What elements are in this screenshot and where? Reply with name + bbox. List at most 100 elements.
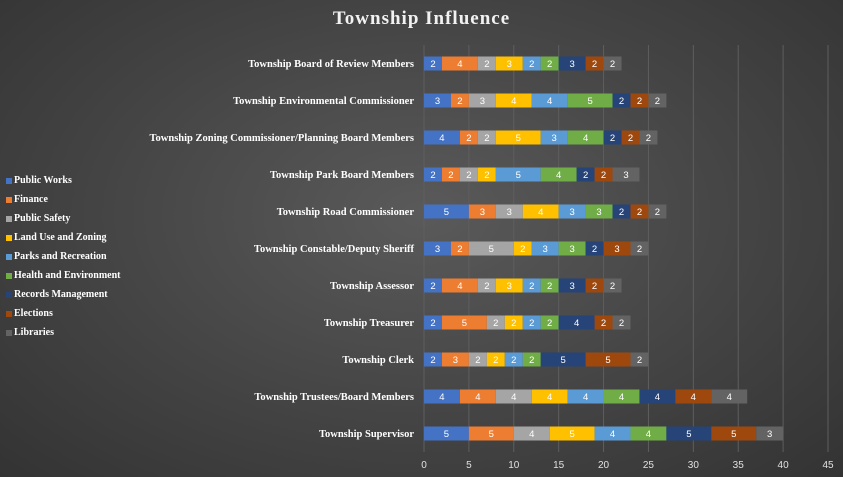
legend-label: Finance — [14, 194, 48, 205]
bar-segment — [639, 389, 676, 404]
category-label: Township Environmental Commissioner — [233, 96, 414, 107]
bar-segment — [540, 278, 559, 293]
data-label: 4 — [691, 392, 696, 403]
legend-swatch — [6, 310, 12, 317]
legend-label: Public Safety — [14, 213, 71, 224]
bar-segment — [495, 130, 541, 145]
legend-item: Public Safety — [6, 209, 121, 228]
data-label: 3 — [435, 96, 440, 107]
bar-segment — [585, 278, 604, 293]
data-label: 3 — [569, 281, 574, 292]
category-label: Township Treasurer — [324, 318, 414, 329]
data-label: 4 — [475, 392, 480, 403]
bar-segment — [603, 130, 622, 145]
data-label: 2 — [547, 318, 552, 329]
bar-segment — [486, 315, 505, 330]
data-label: 2 — [637, 96, 642, 107]
data-label: 2 — [529, 59, 534, 70]
data-label: 5 — [462, 318, 467, 329]
data-label: 5 — [444, 207, 449, 218]
data-label: 3 — [569, 244, 574, 255]
category-label: Township Supervisor — [319, 429, 414, 440]
bar-segment — [603, 56, 622, 71]
x-tick-label: 35 — [733, 460, 745, 471]
bar-segment — [531, 389, 568, 404]
data-label: 2 — [547, 281, 552, 292]
data-label: 3 — [507, 59, 512, 70]
bar-segment — [666, 426, 712, 441]
bar-segment — [468, 93, 496, 108]
bar-segment — [630, 426, 667, 441]
data-label: 2 — [466, 170, 471, 181]
bar-segment — [513, 426, 550, 441]
category-label: Township Road Commissioner — [277, 207, 415, 218]
data-label: 2 — [430, 318, 435, 329]
chart-title: Township Influence — [332, 8, 511, 29]
bar-segment — [594, 315, 613, 330]
data-label: 3 — [453, 355, 458, 366]
category-label: Township Clerk — [342, 355, 414, 366]
bar-segment — [603, 241, 631, 256]
bar-segment — [424, 426, 469, 441]
bar-segment — [495, 204, 523, 219]
bar-segment — [558, 56, 586, 71]
data-label: 2 — [511, 355, 516, 366]
bar-segment — [495, 56, 523, 71]
bar-segment — [612, 204, 631, 219]
bar-segment — [522, 352, 541, 367]
legend-label: Libraries — [14, 327, 54, 338]
data-label: 4 — [583, 133, 588, 144]
bar-segment — [424, 352, 442, 367]
data-label: 4 — [619, 392, 624, 403]
bar-segment — [630, 352, 649, 367]
data-label: 3 — [614, 244, 619, 255]
legend-label: Elections — [14, 308, 53, 319]
legend-item: Land Use and Zoning — [6, 228, 121, 247]
bar-segment — [567, 93, 613, 108]
bar-segment — [585, 56, 604, 71]
category-label: Township Zoning Commissioner/Planning Bo… — [150, 133, 415, 144]
data-label: 2 — [475, 355, 480, 366]
data-label: 5 — [489, 244, 494, 255]
x-tick-label: 45 — [822, 460, 834, 471]
bar-segment — [711, 389, 748, 404]
data-label: 2 — [655, 207, 660, 218]
data-label: 3 — [569, 59, 574, 70]
data-label: 2 — [619, 96, 624, 107]
bar-segment — [424, 167, 442, 182]
bar-segment — [424, 278, 442, 293]
legend-swatch — [6, 329, 12, 336]
category-label: Township Trustees/Board Members — [254, 392, 414, 403]
data-label: 3 — [596, 207, 601, 218]
bar-segment — [585, 204, 613, 219]
bar-segment — [424, 93, 451, 108]
data-label: 2 — [520, 244, 525, 255]
legend-item: Finance — [6, 190, 121, 209]
bar-segment — [477, 56, 496, 71]
x-tick-label: 20 — [598, 460, 610, 471]
category-label: Township Board of Review Members — [248, 59, 414, 70]
data-label: 4 — [457, 59, 462, 70]
x-tick-label: 10 — [508, 460, 520, 471]
x-tick-label: 5 — [466, 460, 472, 471]
bar-segment — [585, 352, 631, 367]
bar-segment — [424, 315, 442, 330]
legend-swatch — [6, 234, 12, 241]
data-label: 3 — [569, 207, 574, 218]
bar-segment — [603, 389, 640, 404]
bar-segment — [486, 352, 505, 367]
data-label: 5 — [569, 429, 574, 440]
bar-segment — [459, 167, 478, 182]
data-label: 2 — [430, 281, 435, 292]
bar-segment — [630, 204, 649, 219]
bar-segment — [585, 241, 604, 256]
legend-swatch — [6, 253, 12, 260]
bar-segment — [468, 352, 487, 367]
bar-segment — [639, 130, 658, 145]
bar-segment — [522, 315, 541, 330]
data-label: 2 — [610, 133, 615, 144]
legend-item: Health and Environment — [6, 266, 121, 285]
legend-label: Land Use and Zoning — [14, 232, 107, 243]
bar-segment — [441, 56, 478, 71]
